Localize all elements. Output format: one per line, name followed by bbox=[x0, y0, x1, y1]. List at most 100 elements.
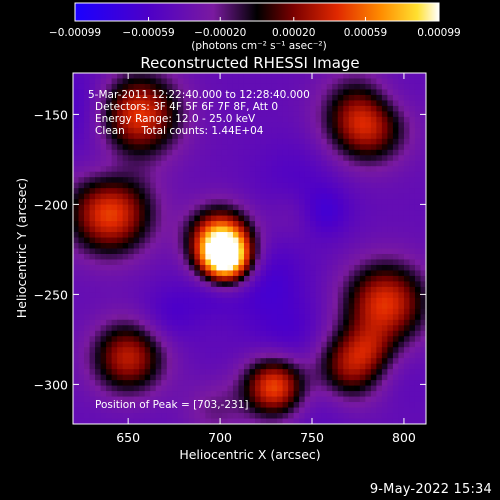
heatmap-cell bbox=[354, 396, 361, 403]
heatmap-cell bbox=[387, 166, 394, 173]
heatmap-cell bbox=[348, 237, 355, 244]
heatmap-cell bbox=[84, 275, 91, 283]
heatmap-cell bbox=[277, 380, 284, 387]
heatmap-cell bbox=[343, 418, 350, 424]
heatmap-cell bbox=[326, 133, 333, 140]
heatmap-cell bbox=[100, 391, 107, 398]
heatmap-cell bbox=[337, 111, 344, 118]
heatmap-cell bbox=[337, 83, 344, 91]
heatmap-cell bbox=[144, 319, 151, 326]
heatmap-cell bbox=[232, 330, 240, 337]
heatmap-cell bbox=[117, 347, 124, 354]
heatmap-cell bbox=[288, 385, 295, 392]
heatmap-cell bbox=[84, 418, 91, 424]
heatmap-cell bbox=[255, 292, 262, 299]
heatmap-cell bbox=[73, 177, 80, 184]
heatmap-cell bbox=[348, 215, 355, 222]
heatmap-cell bbox=[282, 347, 289, 354]
heatmap-cell bbox=[194, 133, 201, 140]
heatmap-cell bbox=[161, 199, 168, 206]
heatmap-cell bbox=[238, 177, 245, 184]
heatmap-cell bbox=[106, 127, 113, 134]
heatmap-cell bbox=[365, 308, 372, 315]
heatmap-cell bbox=[95, 341, 102, 348]
heatmap-cell bbox=[315, 286, 322, 293]
heatmap-cell bbox=[166, 83, 173, 91]
heatmap-cell bbox=[387, 319, 394, 326]
heatmap-cell bbox=[310, 358, 317, 365]
heatmap-cell bbox=[381, 369, 388, 376]
heatmap-cell bbox=[249, 336, 256, 343]
heatmap-cell bbox=[216, 177, 223, 184]
heatmap-cell bbox=[161, 253, 168, 261]
heatmap-cell bbox=[398, 275, 405, 283]
heatmap-cell bbox=[150, 248, 157, 255]
heatmap-cell bbox=[359, 418, 366, 424]
heatmap-cell bbox=[144, 341, 151, 348]
heatmap-cell bbox=[365, 380, 372, 387]
heatmap-cell bbox=[128, 182, 135, 189]
heatmap-cell bbox=[243, 221, 251, 228]
heatmap-cell bbox=[216, 297, 223, 304]
heatmap-cell bbox=[332, 418, 339, 424]
heatmap-cell bbox=[243, 380, 251, 387]
heatmap-cell bbox=[199, 133, 206, 140]
heatmap-cell bbox=[155, 402, 162, 409]
heatmap-cell bbox=[304, 237, 311, 244]
heatmap-cell bbox=[194, 391, 201, 398]
heatmap-cell bbox=[255, 100, 262, 107]
heatmap-cell bbox=[111, 138, 118, 145]
heatmap-cell bbox=[260, 89, 267, 96]
heatmap-cell bbox=[293, 407, 300, 414]
heatmap-cell bbox=[249, 232, 256, 239]
heatmap-cell bbox=[326, 193, 333, 200]
heatmap-cell bbox=[243, 149, 251, 156]
heatmap-cell bbox=[139, 188, 146, 195]
heatmap-cell bbox=[332, 292, 339, 299]
heatmap-cell bbox=[122, 204, 129, 211]
heatmap-cell bbox=[359, 243, 366, 250]
heatmap-cell bbox=[216, 89, 223, 96]
heatmap-cell bbox=[299, 341, 306, 348]
heatmap-cell bbox=[370, 336, 377, 343]
heatmap-cell bbox=[414, 73, 422, 80]
heatmap-cell bbox=[89, 199, 96, 206]
heatmap-cell bbox=[282, 138, 289, 145]
heatmap-cell bbox=[84, 385, 91, 392]
heatmap-cell bbox=[73, 83, 80, 91]
heatmap-cell bbox=[376, 78, 383, 85]
heatmap-cell bbox=[95, 149, 102, 156]
heatmap-cell bbox=[100, 232, 107, 239]
heatmap-cell bbox=[277, 319, 284, 326]
heatmap-cell bbox=[409, 243, 416, 250]
heatmap-cell bbox=[414, 133, 422, 140]
heatmap-cell bbox=[155, 341, 162, 348]
heatmap-cell bbox=[199, 259, 206, 266]
heatmap-cell bbox=[144, 259, 151, 266]
heatmap-cell bbox=[359, 264, 366, 272]
heatmap-cell bbox=[210, 270, 218, 277]
heatmap-cell bbox=[139, 281, 146, 288]
heatmap-cell bbox=[161, 138, 168, 145]
heatmap-cell bbox=[177, 253, 184, 261]
heatmap-cell bbox=[144, 232, 151, 239]
heatmap-cell bbox=[409, 155, 416, 162]
heatmap-cell bbox=[365, 336, 372, 343]
heatmap-cell bbox=[392, 138, 400, 145]
heatmap-cell bbox=[133, 221, 140, 228]
heatmap-cell bbox=[271, 171, 278, 178]
heatmap-cell bbox=[161, 303, 168, 310]
heatmap-cell bbox=[172, 160, 179, 167]
heatmap-cell bbox=[387, 341, 394, 348]
heatmap-cell bbox=[172, 149, 179, 156]
heatmap-cell bbox=[183, 281, 190, 288]
heatmap-cell bbox=[89, 73, 96, 80]
heatmap-cell bbox=[266, 199, 273, 206]
heatmap-cell bbox=[271, 199, 278, 206]
heatmap-cell bbox=[221, 270, 229, 277]
heatmap-cell bbox=[398, 380, 405, 387]
heatmap-cell bbox=[216, 232, 223, 239]
heatmap-cell bbox=[150, 100, 157, 107]
heatmap-cell bbox=[337, 374, 344, 381]
heatmap-cell bbox=[161, 330, 168, 337]
